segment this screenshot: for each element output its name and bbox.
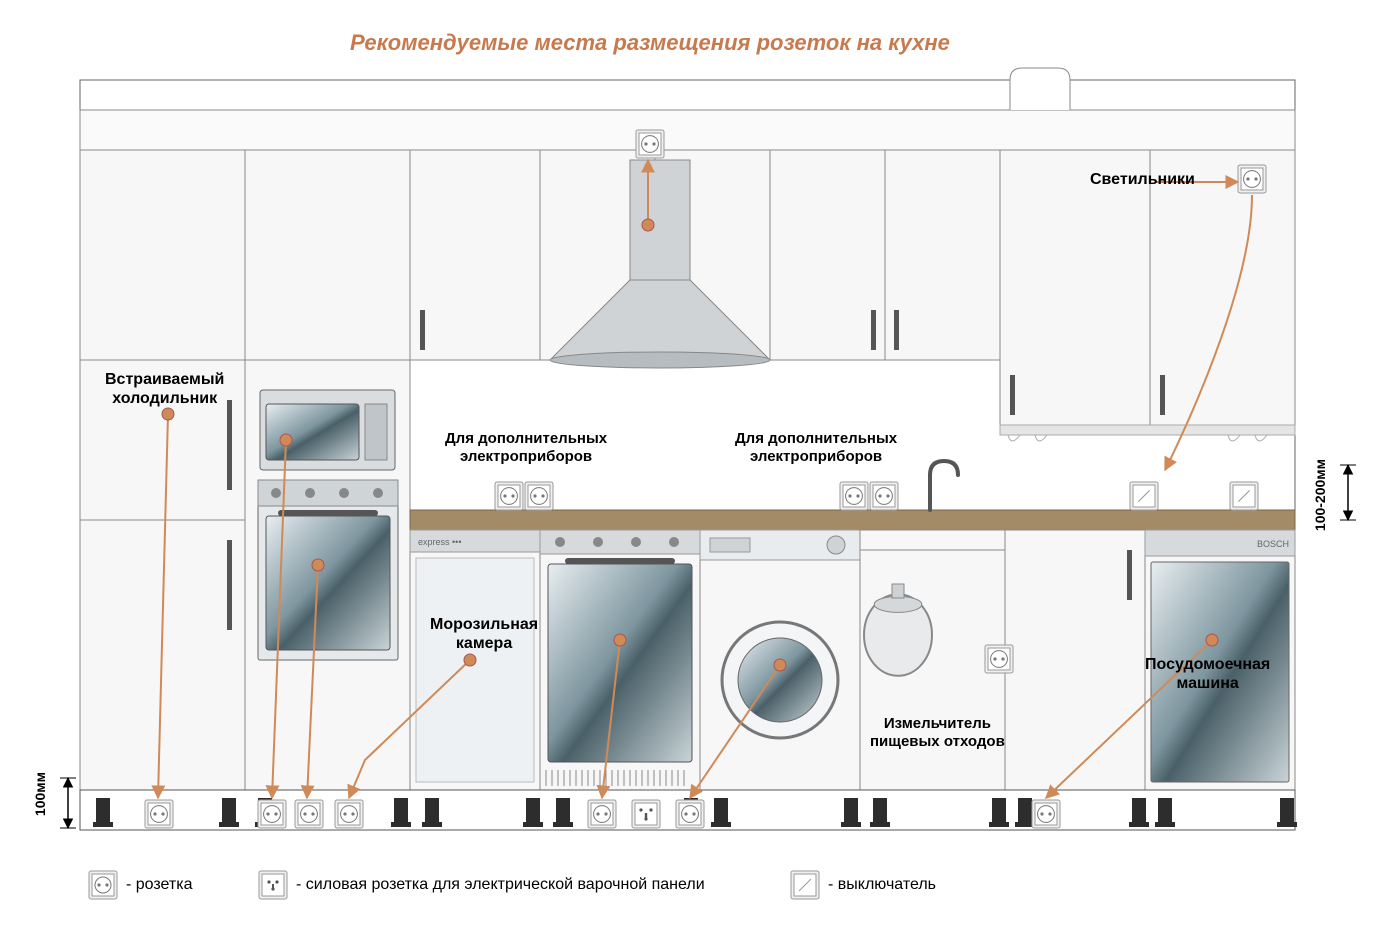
countertop — [410, 510, 1295, 530]
label-freezer: Морозильная камера — [430, 615, 538, 653]
dimension-h100: 100мм — [32, 772, 48, 816]
kitchen-svg: express ••• BOSCH — [0, 0, 1395, 952]
outlet-std — [258, 800, 286, 828]
outlet-std — [495, 482, 523, 510]
upper-cabinet — [410, 150, 540, 360]
svg-text:BOSCH: BOSCH — [1257, 539, 1289, 549]
upper-cabinet — [1150, 150, 1295, 425]
dimension-h200: 100-200мм — [1312, 459, 1328, 531]
outlet-std — [1032, 800, 1060, 828]
upper-cabinet — [80, 150, 245, 360]
legend-item: - розетка — [88, 870, 193, 900]
tall-unit-fridge — [80, 360, 245, 790]
label-fridge: Встраиваемый холодильник — [105, 370, 224, 408]
outlet-std — [840, 482, 868, 510]
outlet-switch — [1130, 482, 1158, 510]
outlet-std — [145, 800, 173, 828]
legend-text: - силовая розетка для электрической варо… — [296, 876, 705, 894]
outlet-std — [525, 482, 553, 510]
label-lamps: Светильники — [1090, 170, 1195, 189]
upper-cabinet — [245, 150, 410, 360]
legend-text: - выключатель — [828, 876, 936, 894]
upper-cabinet — [1000, 150, 1150, 425]
label-extra_left: Для дополнительных электроприборов — [445, 430, 607, 466]
label-extra_right: Для дополнительных электроприборов — [735, 430, 897, 466]
svg-text:express •••: express ••• — [418, 537, 461, 547]
outlet-power — [632, 800, 660, 828]
outlet-std — [588, 800, 616, 828]
label-dish: Посудомоечная машина — [1145, 655, 1270, 693]
legend-item: - выключатель — [790, 870, 936, 900]
outlet-switch — [1230, 482, 1258, 510]
outlet-std — [870, 482, 898, 510]
outlet-std — [985, 645, 1013, 673]
outlet-std — [636, 130, 664, 158]
outlet-std — [335, 800, 363, 828]
outlet-std — [1238, 165, 1266, 193]
label-disposer: Измельчитель пищевых отходов — [870, 715, 1005, 751]
diagram-stage: Рекомендуемые места размещения розеток н… — [0, 0, 1395, 952]
legend-item: - силовая розетка для электрической варо… — [258, 870, 705, 900]
outlet-std — [295, 800, 323, 828]
legend-text: - розетка — [126, 876, 193, 894]
lower-unit-plain — [1005, 530, 1145, 790]
outlet-std — [676, 800, 704, 828]
